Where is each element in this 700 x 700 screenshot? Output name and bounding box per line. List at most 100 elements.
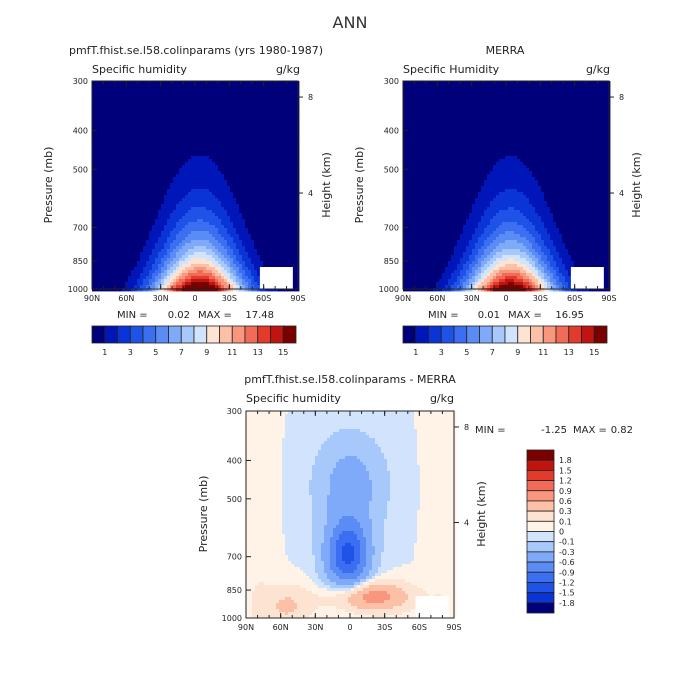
- colorbar-tick-label: 13: [253, 348, 263, 357]
- x-tick-label: 90N: [395, 294, 411, 303]
- colorbar-swatch: [180, 325, 195, 344]
- colorbar-swatch: [206, 325, 220, 344]
- colorbar-swatch: [193, 325, 208, 344]
- panel-merra: MERRA Specific Humidity g/kg 90N 60N 30N 0 3…: [353, 44, 643, 357]
- colorbar-swatch: [428, 325, 442, 344]
- colorbar-swatch: [504, 325, 519, 344]
- y-tick-label: 850: [73, 257, 88, 266]
- y-tick-label: 500: [73, 165, 88, 174]
- colorbar-swatch: [581, 325, 595, 344]
- colorbar-tick-label: -0.6: [559, 558, 575, 567]
- colorbar-swatch: [526, 531, 555, 543]
- colorbar-tick-label: -1.8: [559, 599, 575, 608]
- x-tick-label: 30S: [533, 294, 548, 303]
- y2-tick-label: 4: [308, 189, 313, 198]
- y2-axis-label: Height (km): [475, 481, 488, 547]
- colorbar: 1 3 5 7 9 11 13 15: [402, 325, 608, 357]
- x-tick-label: 60S: [256, 294, 271, 303]
- colorbar-swatch: [142, 325, 157, 344]
- x-tick-label: 30N: [307, 623, 323, 632]
- y-tick-label: 300: [227, 407, 242, 416]
- colorbar-swatch: [91, 325, 106, 344]
- colorbar-tick-label: 5: [153, 348, 158, 357]
- figure-title: ANN: [333, 13, 368, 32]
- colorbar-swatch: [526, 561, 555, 573]
- y-axis-label: Pressure (mb): [42, 147, 55, 224]
- colorbar-swatch: [530, 325, 544, 344]
- colorbar-swatch: [129, 325, 144, 344]
- y-tick-label: 500: [227, 495, 242, 504]
- max-value: 16.95: [555, 310, 584, 321]
- colorbar-tick-label: 1.8: [559, 456, 572, 465]
- min-label: MIN =: [428, 310, 459, 321]
- colorbar-tick-label: 1.2: [559, 477, 572, 486]
- y-tick-label: 700: [384, 223, 399, 232]
- min-value: 0.01: [478, 310, 500, 321]
- colorbar-swatch: [453, 325, 468, 344]
- colorbar-tick-label: 0: [559, 528, 564, 537]
- colorbar-tick-label: 1.5: [559, 466, 572, 475]
- panel-units: g/kg: [430, 392, 454, 405]
- y-tick-label: 700: [227, 553, 242, 562]
- panel-difference: pmfT.fhist.se.l58.colinparams - MERRA Sp…: [197, 373, 633, 632]
- y-tick-label: 400: [227, 456, 242, 465]
- colorbar-tick-label: 1: [102, 348, 107, 357]
- colorbar-tick-label: 11: [227, 348, 237, 357]
- colorbar-swatch: [526, 500, 555, 512]
- colorbar-swatch: [526, 459, 555, 471]
- colorbar-swatch: [526, 490, 555, 502]
- x-tick-label: 60N: [118, 294, 134, 303]
- x-tick-label: 60N: [273, 623, 289, 632]
- colorbar-tick-label: -0.3: [559, 548, 575, 557]
- colorbar-tick-label: 9: [204, 348, 209, 357]
- colorbar-swatch: [526, 469, 555, 481]
- min-label: MIN =: [117, 310, 148, 321]
- x-tick-label: 60S: [412, 623, 427, 632]
- colorbar-swatch: [219, 325, 233, 344]
- colorbar-swatch: [526, 449, 555, 461]
- colorbar-tick-label: -0.9: [559, 568, 575, 577]
- colorbar-tick-label: 0.9: [559, 487, 572, 496]
- x-tick-label: 60S: [567, 294, 582, 303]
- x-tick-label: 30N: [464, 294, 480, 303]
- colorbar-tick-label: 11: [538, 348, 548, 357]
- colorbar-swatch: [402, 325, 417, 344]
- colorbar-tick-label: 1: [413, 348, 418, 357]
- colorbar-swatch: [526, 602, 555, 614]
- min-value: 0.02: [168, 310, 190, 321]
- y2-axis-label: Height (km): [320, 152, 333, 218]
- colorbar-swatch: [104, 325, 118, 344]
- min-value: -1.25: [541, 425, 567, 436]
- colorbar-tick-label: 0.1: [559, 517, 572, 526]
- surface-mask: [415, 596, 449, 618]
- colorbar-tick-label: -1.5: [559, 589, 575, 598]
- panel-title: MERRA: [486, 44, 525, 57]
- panel-subtitle: Specific humidity: [246, 392, 341, 405]
- colorbar-tick-label: 5: [464, 348, 469, 357]
- max-label: MAX =: [573, 425, 607, 436]
- x-tick-label: 90N: [238, 623, 254, 632]
- colorbar-swatch: [517, 325, 531, 344]
- y-tick-label: 300: [384, 77, 399, 86]
- max-label: MAX =: [198, 310, 232, 321]
- panel-title: pmfT.fhist.se.l58.colinparams - MERRA: [244, 373, 456, 386]
- colorbar-tick-label: 7: [179, 348, 184, 357]
- colorbar-swatch: [526, 510, 555, 522]
- colorbar-swatch: [466, 325, 480, 344]
- colorbar-swatch: [526, 520, 555, 532]
- y-tick-label: 700: [73, 223, 88, 232]
- x-tick-label: 90S: [601, 294, 616, 303]
- colorbar-swatch: [555, 325, 570, 344]
- colorbar-swatch: [491, 325, 506, 344]
- colorbar-swatch: [526, 551, 555, 563]
- x-tick-label: 0: [503, 294, 508, 303]
- x-tick-label: 90N: [84, 294, 100, 303]
- panel-title: pmfT.fhist.se.l58.colinparams (yrs 1980-…: [69, 44, 323, 57]
- colorbar-swatch: [593, 325, 608, 344]
- colorbar-tick-label: 13: [564, 348, 574, 357]
- y-tick-label: 500: [384, 165, 399, 174]
- y-tick-label: 1000: [68, 285, 88, 294]
- y-tick-label: 1000: [222, 614, 242, 623]
- colorbar-swatch: [568, 325, 582, 344]
